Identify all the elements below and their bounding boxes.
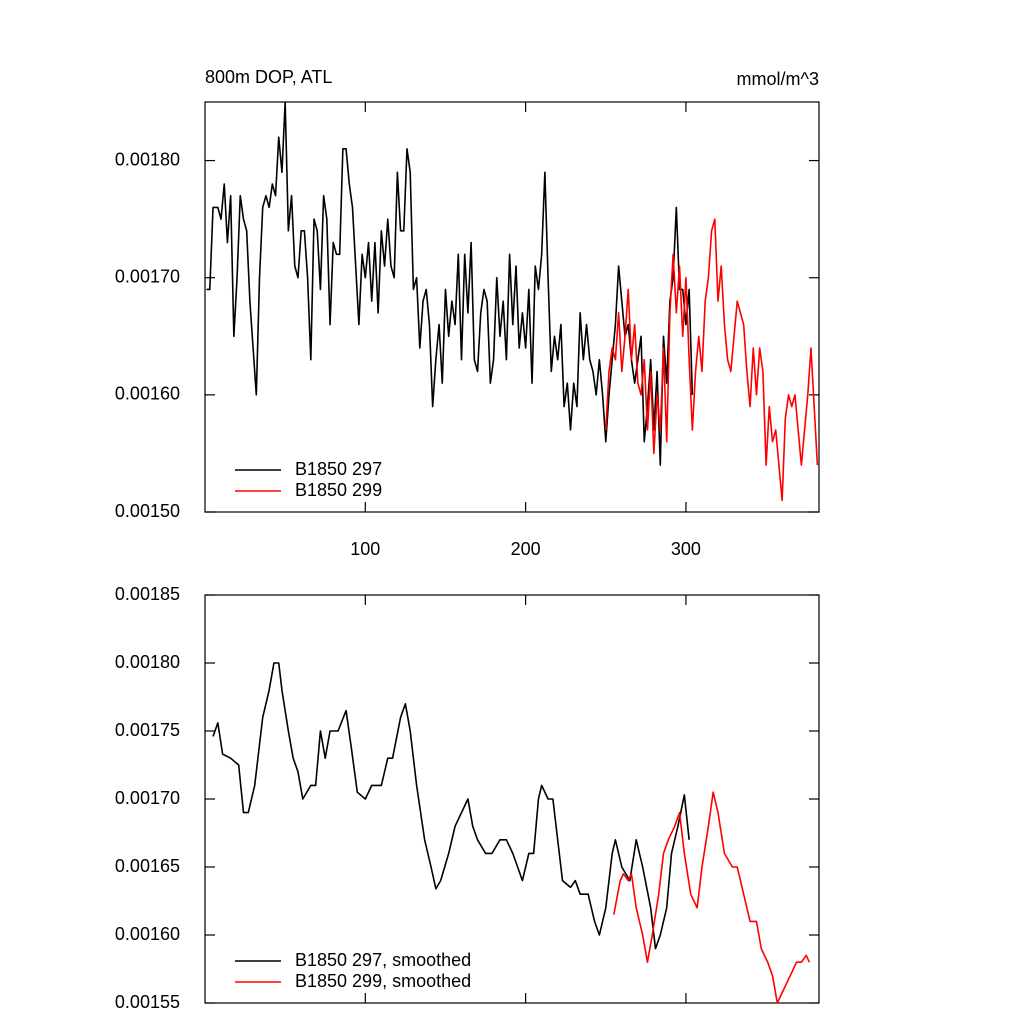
data-line: [613, 791, 811, 1004]
x-tick-label: 300: [671, 539, 701, 559]
legend-label: B1850 299, smoothed: [295, 971, 471, 991]
plot-frame: [204, 101, 820, 513]
y-tick-label: 0.00160: [115, 384, 180, 404]
y-tick-label: 0.00165: [115, 856, 180, 876]
x-tick-label: 100: [350, 539, 380, 559]
legend-label: B1850 299: [295, 480, 382, 500]
units-label: mmol/m^3: [737, 69, 819, 89]
y-tick-label: 0.00160: [115, 924, 180, 944]
legend-label: B1850 297, smoothed: [295, 950, 471, 970]
y-tick-label: 0.00180: [115, 652, 180, 672]
y-tick-label: 0.00175: [115, 720, 180, 740]
plot-frame: [204, 594, 820, 1004]
x-tick-label: 200: [511, 539, 541, 559]
y-tick-label: 0.00170: [115, 266, 180, 286]
y-tick-label: 0.00150: [115, 501, 180, 521]
data-line: [604, 218, 819, 502]
y-tick-label: 0.00185: [115, 584, 180, 604]
legend-label: B1850 297: [295, 459, 382, 479]
data-line: [212, 662, 690, 950]
y-tick-label: 0.00180: [115, 149, 180, 169]
y-tick-label: 0.00155: [115, 992, 180, 1012]
chart-title: 800m DOP, ATL: [205, 67, 332, 87]
y-tick-label: 0.00170: [115, 788, 180, 808]
data-line: [206, 101, 694, 466]
